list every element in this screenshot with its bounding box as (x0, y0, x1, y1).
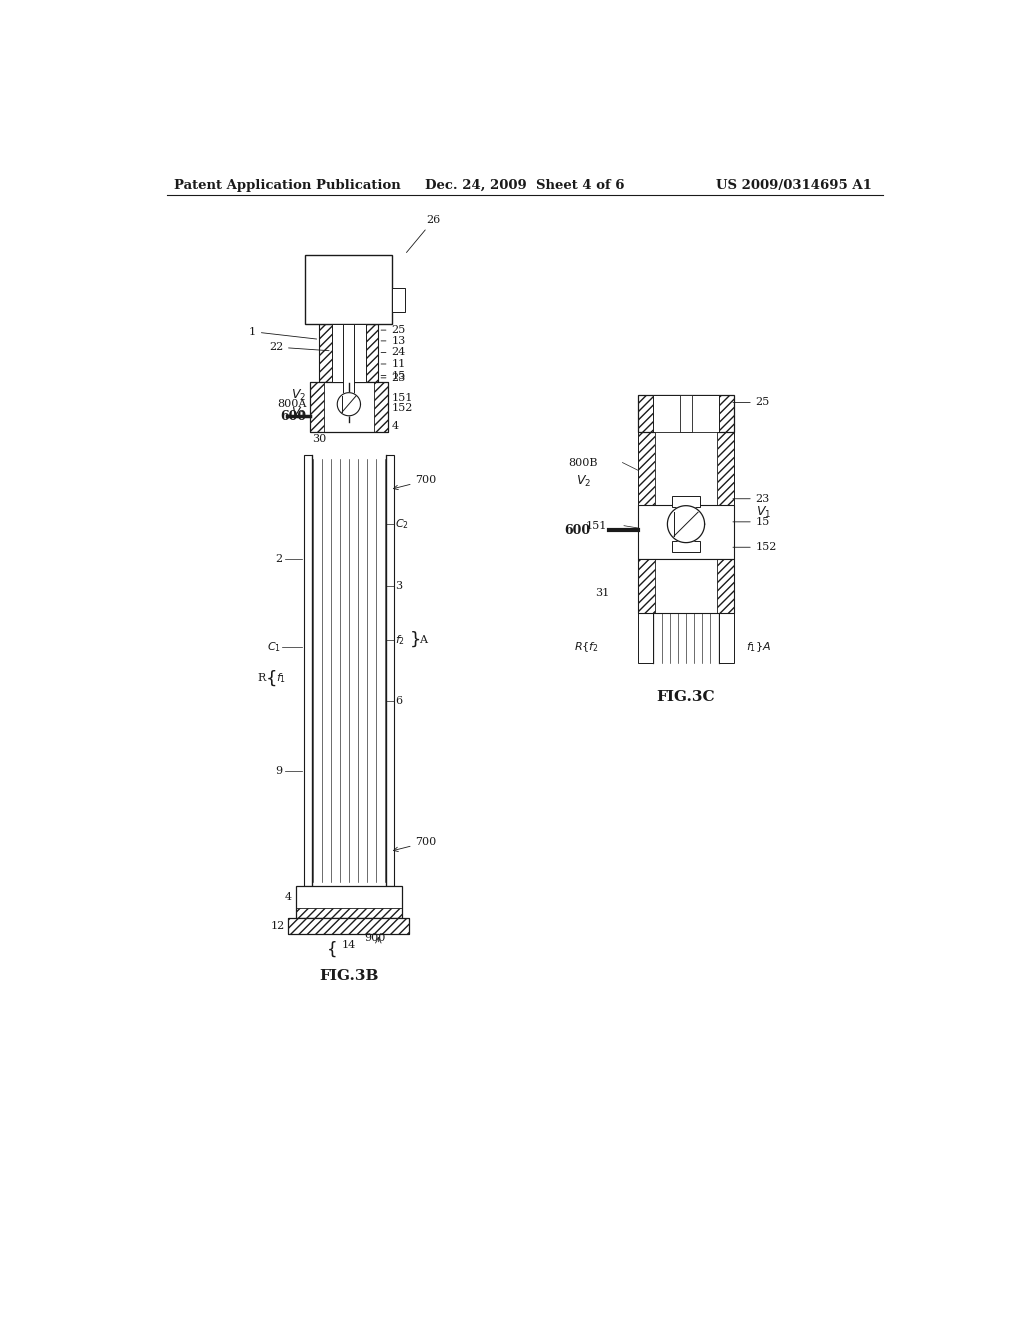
Text: 151: 151 (586, 520, 606, 531)
Text: 2: 2 (275, 554, 283, 564)
Polygon shape (668, 506, 705, 543)
Text: 6: 6 (395, 696, 402, 706)
Text: $V_1$: $V_1$ (756, 506, 771, 520)
Bar (289, 919, 410, 933)
Text: 800B: 800B (568, 458, 598, 467)
Text: A: A (420, 635, 427, 644)
Text: $C_1$: $C_1$ (266, 640, 281, 655)
Text: Patent Application Publication: Patent Application Publication (174, 178, 401, 191)
Text: 152: 152 (391, 403, 413, 413)
Text: $R\{f_2$: $R\{f_2$ (574, 640, 599, 655)
Text: $V_2$: $V_2$ (291, 388, 306, 403)
Text: 700: 700 (393, 475, 437, 490)
Text: 25: 25 (733, 397, 770, 408)
Text: 900: 900 (365, 933, 386, 942)
Bar (655, 432, 717, 506)
Text: 600: 600 (281, 409, 306, 422)
Polygon shape (337, 392, 360, 416)
Text: 30: 30 (311, 434, 326, 445)
Bar (304, 455, 311, 886)
Text: 4: 4 (391, 421, 398, 430)
Bar (343, 323, 354, 397)
Text: 12: 12 (270, 921, 285, 931)
Bar (332, 323, 366, 381)
Bar (296, 908, 401, 919)
Text: 9: 9 (275, 766, 283, 776)
Text: 15: 15 (381, 371, 406, 380)
Text: US 2009/0314695 A1: US 2009/0314695 A1 (716, 178, 872, 191)
Bar (638, 432, 655, 506)
Bar (310, 381, 324, 432)
Text: 3: 3 (395, 581, 402, 591)
Text: 800A: 800A (276, 399, 306, 409)
Bar (680, 395, 692, 432)
Text: 1: 1 (249, 326, 316, 339)
Bar (638, 612, 653, 663)
Text: FIG.3B: FIG.3B (319, 969, 379, 983)
Bar (289, 919, 410, 933)
Bar (672, 541, 700, 552)
Bar (296, 886, 401, 919)
Text: 13: 13 (381, 335, 406, 346)
Text: Dec. 24, 2009  Sheet 4 of 6: Dec. 24, 2009 Sheet 4 of 6 (425, 178, 625, 191)
Text: $\{$: $\{$ (326, 940, 336, 960)
Bar (653, 395, 719, 432)
Bar (719, 612, 734, 663)
Text: 22: 22 (268, 342, 329, 352)
Bar (386, 455, 394, 886)
Bar (305, 255, 392, 323)
Text: 4: 4 (285, 892, 292, 902)
Text: 23: 23 (381, 372, 406, 383)
Text: $f_1\}A$: $f_1\}A$ (745, 640, 771, 655)
Text: 15: 15 (733, 517, 770, 527)
Bar (638, 395, 734, 432)
Bar (672, 496, 700, 507)
Bar (374, 381, 388, 432)
Text: 11: 11 (381, 359, 406, 370)
Text: R: R (257, 673, 265, 684)
Text: 31: 31 (595, 587, 609, 598)
Text: 25: 25 (381, 325, 406, 335)
Text: $f_1$: $f_1$ (276, 672, 286, 685)
Text: $f_2$: $f_2$ (395, 632, 406, 647)
Text: $V_1$: $V_1$ (291, 407, 306, 421)
Text: $V_2$: $V_2$ (575, 474, 591, 490)
Text: $\{$: $\{$ (265, 668, 276, 688)
Bar (717, 432, 734, 506)
Bar (717, 558, 734, 612)
Text: 600: 600 (564, 524, 591, 537)
Bar (638, 558, 655, 612)
Text: $C_2$: $C_2$ (395, 517, 410, 531)
Bar (319, 323, 378, 381)
Bar (392, 288, 404, 313)
Text: 151: 151 (391, 393, 413, 403)
Bar (638, 506, 734, 558)
Bar (638, 558, 734, 612)
Text: 152: 152 (733, 543, 777, 552)
Text: 24: 24 (381, 347, 406, 358)
Text: 14: 14 (342, 940, 356, 950)
Text: FIG.3C: FIG.3C (656, 690, 716, 705)
Bar (310, 381, 388, 432)
Text: 700: 700 (393, 837, 437, 851)
Text: 26: 26 (407, 215, 440, 252)
Text: $\}$: $\}$ (410, 630, 421, 649)
Text: 23: 23 (733, 494, 770, 504)
